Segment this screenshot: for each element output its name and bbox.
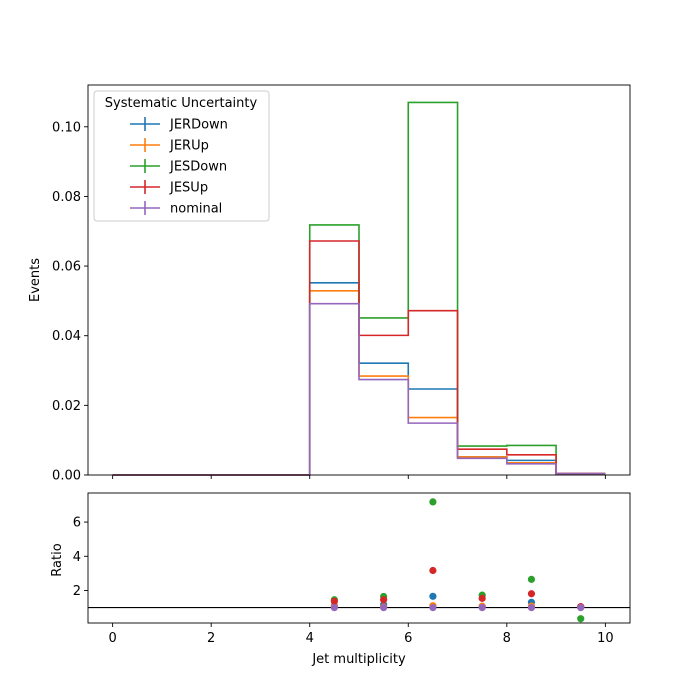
x-tick-label: 4 (306, 631, 314, 646)
ratio-point-nominal (330, 604, 338, 612)
ratio-y-axis-label: Ratio (50, 543, 65, 576)
ratio-point-nominal (527, 604, 536, 612)
legend: Systematic Uncertainty JERDown JERUp JESDo… (93, 90, 270, 222)
main-y-tick-label: 0.10 (52, 120, 81, 135)
x-tick-label: 0 (108, 631, 116, 646)
legend-label-jerup: JERUp (169, 139, 209, 154)
ratio-point-nominal (429, 604, 437, 612)
main-y-tick-label: 0.02 (52, 399, 81, 414)
legend-entry-nominal: nominal (130, 201, 222, 217)
x-axis-label: Jet multiplicity (311, 652, 406, 667)
ratio-y-tick-label: 4 (73, 550, 81, 565)
main-y-tick-label: 0.08 (52, 190, 81, 205)
legend-label-jerdown: JERDown (169, 118, 228, 133)
main-y-tick-label: 0.04 (52, 329, 81, 344)
ratio-point-jesup (380, 596, 388, 604)
ratio-point-jesdown (429, 498, 437, 506)
legend-entry-jerdown: JERDown (130, 117, 228, 133)
ratio-panel: 0 2 4 6 8 10 2 4 6 Jet multiplicity Ratio (50, 492, 631, 667)
main-y-axis-label: Events (28, 258, 43, 302)
ratio-point-jesdown (577, 615, 585, 623)
main-y-ticks: 0.00 0.02 0.04 0.06 0.08 0.10 (52, 120, 88, 484)
ratio-y-ticks: 2 4 6 (73, 516, 88, 599)
main-y-tick-label: 0.06 (52, 260, 81, 275)
legend-label-nominal: nominal (170, 202, 222, 217)
main-y-tick-label: 0.00 (52, 469, 81, 484)
legend-entries: JERDown JERUp JESDown JESUp nominal (130, 117, 228, 217)
legend-title: Systematic Uncertainty (105, 96, 258, 111)
ratio-point-jesdown (527, 575, 536, 583)
main-axes-frame (87, 84, 631, 476)
x-tick-label: 2 (207, 631, 215, 646)
ratio-axes-frame (87, 492, 631, 624)
legend-entry-jerup: JERUp (130, 138, 209, 154)
ratio-point-jesup (527, 590, 536, 598)
ratio-y-tick-label: 6 (73, 516, 81, 531)
ratio-point-jesup (478, 594, 486, 602)
main-panel: 0.00 0.02 0.04 0.06 0.08 0.10 Events Systemat… (28, 84, 631, 484)
x-tick-label: 10 (597, 631, 614, 646)
legend-entry-jesup: JESUp (130, 180, 208, 196)
legend-label-jesdown: JESDown (169, 160, 227, 175)
main-x-ticks (112, 475, 606, 479)
ratio-point-jesup (429, 566, 437, 575)
ratio-point-nominal (577, 604, 585, 612)
x-tick-label: 8 (503, 631, 511, 646)
ratio-x-ticks: 0 2 4 6 8 10 (108, 623, 614, 646)
ratio-y-tick-label: 2 (73, 584, 81, 599)
ratio-point-jesup (330, 597, 338, 605)
ratio-point-nominal (380, 604, 388, 612)
legend-entry-jesdown: JESDown (130, 159, 227, 175)
x-tick-label: 6 (404, 631, 412, 646)
ratio-point-jerdown (429, 592, 437, 600)
ratio-point-nominal (478, 604, 486, 612)
ratio-points (330, 498, 585, 623)
legend-label-jesup: JESUp (169, 181, 208, 196)
